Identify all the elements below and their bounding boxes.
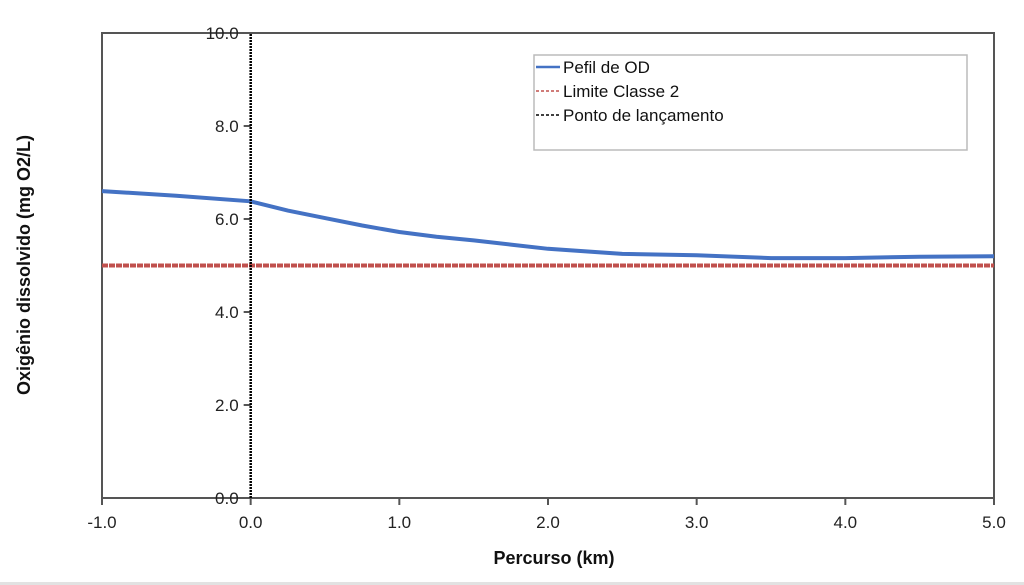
y-tick-label: 6.0: [215, 210, 239, 229]
series-line-0: [101, 189, 995, 261]
legend-label-1: Limite Classe 2: [563, 82, 679, 101]
legend: Pefil de OD Limite Classe 2 Ponto de lança…: [533, 54, 968, 151]
legend-box: [533, 54, 968, 151]
y-tick-label: 4.0: [215, 303, 239, 322]
x-tick-label: 2.0: [536, 513, 560, 532]
y-tick-label: 2.0: [215, 396, 239, 415]
x-tick-label: 1.0: [388, 513, 412, 532]
bottom-divider: [0, 582, 1024, 585]
legend-label-0: Pefil de OD: [563, 58, 650, 77]
y-tick-label: 8.0: [215, 117, 239, 136]
y-axis-ticks: 0.0 2.0 4.0 6.0 8.0 10.0: [206, 24, 251, 508]
y-axis-title: Oxigênio dissolvido (mg O2/L): [14, 135, 34, 395]
x-tick-label: -1.0: [87, 513, 116, 532]
legend-label-2: Ponto de lançamento: [563, 106, 724, 125]
x-tick-label: 5.0: [982, 513, 1006, 532]
x-tick-label: 3.0: [685, 513, 709, 532]
x-tick-label: 4.0: [834, 513, 858, 532]
x-tick-label: 0.0: [239, 513, 263, 532]
series-layer: [101, 33, 995, 498]
y-tick-label: 10.0: [206, 24, 239, 43]
x-axis-title: Percurso (km): [493, 548, 614, 568]
x-axis-ticks: -1.0 0.0 1.0 2.0 3.0 4.0 5.0: [87, 498, 1006, 532]
y-tick-label: 0.0: [215, 489, 239, 508]
